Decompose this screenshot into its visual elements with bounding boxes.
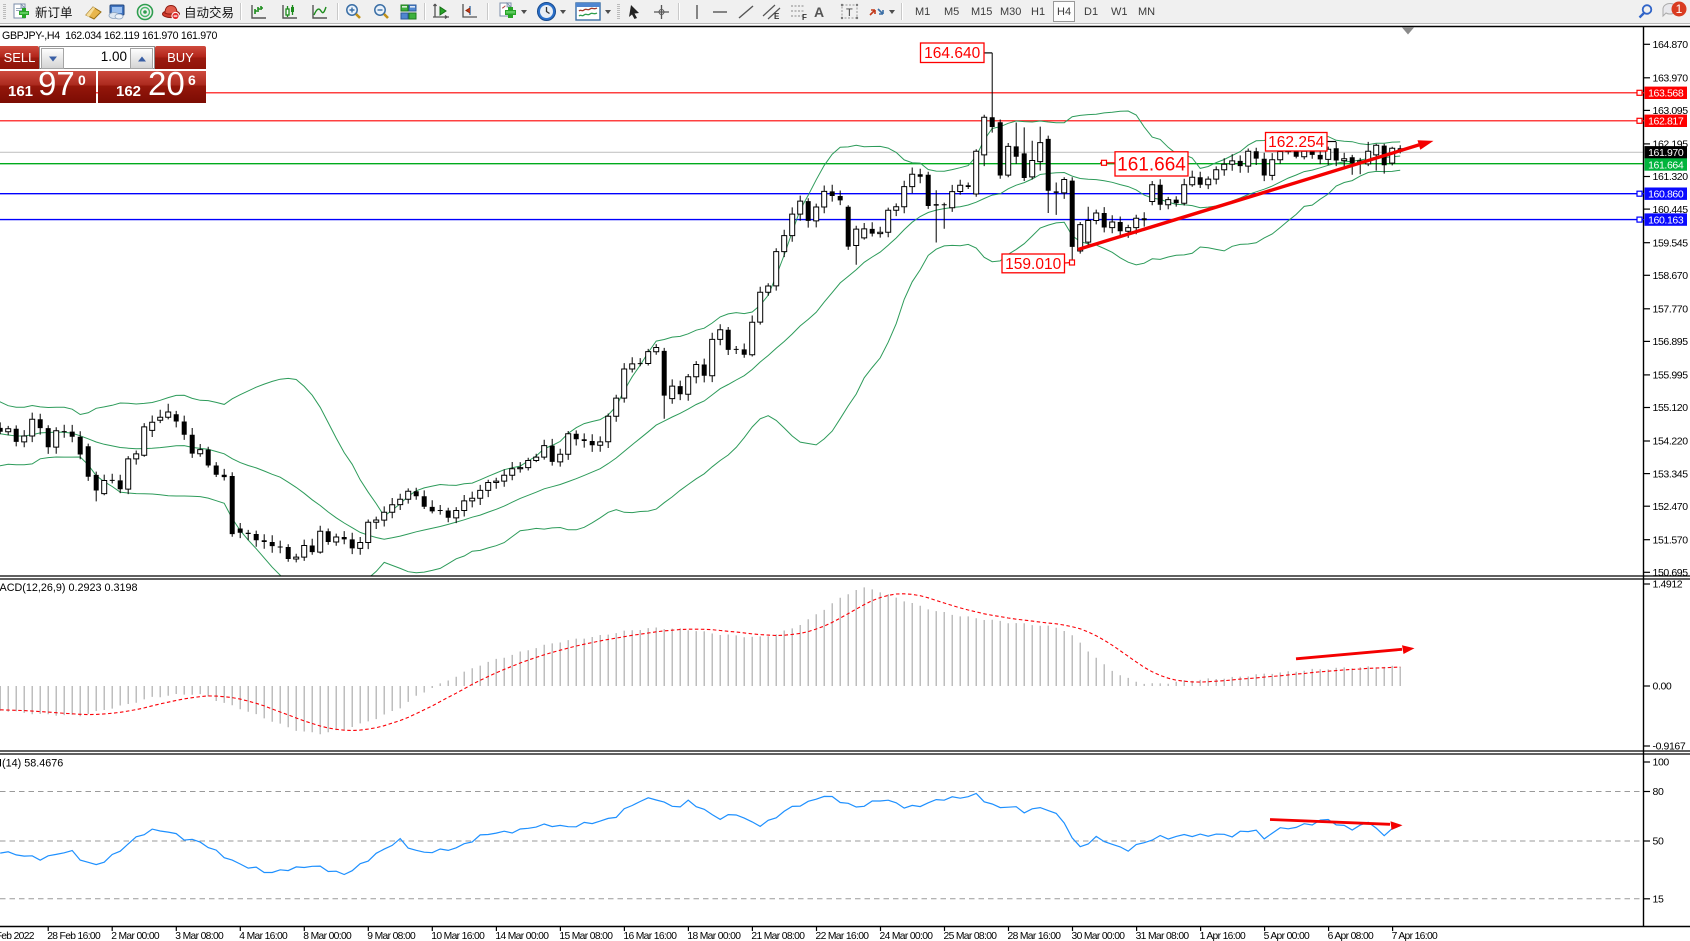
svg-text:22 Mar 16:00: 22 Mar 16:00	[816, 931, 870, 941]
svg-text:157.770: 157.770	[1653, 304, 1689, 316]
svg-text:155.120: 155.120	[1653, 402, 1689, 414]
svg-text:4 Mar 16:00: 4 Mar 16:00	[239, 931, 288, 941]
svg-text:1 Apr 16:00: 1 Apr 16:00	[1200, 931, 1246, 941]
svg-text:30 Mar 00:00: 30 Mar 00:00	[1072, 931, 1126, 941]
svg-text:24 Mar 00:00: 24 Mar 00:00	[880, 931, 934, 941]
svg-text:158.670: 158.670	[1653, 270, 1689, 282]
svg-text:152.470: 152.470	[1653, 501, 1689, 513]
svg-text:25 Mar 08:00: 25 Mar 08:00	[944, 931, 998, 941]
svg-text:6 Apr 08:00: 6 Apr 08:00	[1328, 931, 1374, 941]
svg-text:162.817: 162.817	[1648, 116, 1684, 128]
svg-text:159.010: 159.010	[1005, 256, 1061, 273]
svg-text:15: 15	[1653, 894, 1664, 906]
svg-text:15 Mar 08:00: 15 Mar 08:00	[559, 931, 613, 941]
svg-text:161.664: 161.664	[1648, 159, 1684, 171]
svg-text:28 Feb 16:00: 28 Feb 16:00	[47, 931, 101, 941]
svg-text:160.163: 160.163	[1648, 214, 1684, 226]
svg-text:8 Mar 00:00: 8 Mar 00:00	[303, 931, 352, 941]
svg-text:28 Mar 16:00: 28 Mar 16:00	[1008, 931, 1062, 941]
svg-text:F: F	[802, 13, 807, 21]
svg-text:3 Mar 08:00: 3 Mar 08:00	[175, 931, 224, 941]
svg-text:100: 100	[1653, 757, 1670, 769]
svg-text:E: E	[774, 12, 780, 21]
svg-text:7 Apr 16:00: 7 Apr 16:00	[1392, 931, 1438, 941]
svg-text:50: 50	[1653, 836, 1664, 848]
svg-text:163.970: 163.970	[1653, 73, 1689, 85]
svg-text:161.664: 161.664	[1117, 155, 1186, 176]
svg-text:25 Feb 2022: 25 Feb 2022	[0, 931, 35, 941]
svg-text:156.895: 156.895	[1653, 336, 1689, 348]
svg-text:18 Mar 00:00: 18 Mar 00:00	[687, 931, 741, 941]
svg-text:153.345: 153.345	[1653, 468, 1689, 480]
svg-text:163.095: 163.095	[1653, 105, 1689, 117]
svg-text:155.995: 155.995	[1653, 370, 1689, 382]
svg-text:RSI(14) 58.4676: RSI(14) 58.4676	[0, 758, 63, 770]
svg-text:162.254: 162.254	[1268, 134, 1324, 151]
svg-text:1: 1	[1676, 2, 1683, 16]
svg-text:14 Mar 00:00: 14 Mar 00:00	[495, 931, 549, 941]
svg-text:1.4912: 1.4912	[1653, 579, 1683, 591]
svg-text:161.970: 161.970	[1648, 147, 1684, 159]
svg-text:10 Mar 16:00: 10 Mar 16:00	[431, 931, 485, 941]
svg-text:160.860: 160.860	[1648, 189, 1684, 201]
svg-text:159.545: 159.545	[1653, 237, 1689, 249]
svg-text:MACD(12,26,9) 0.2923 0.3198: MACD(12,26,9) 0.2923 0.3198	[0, 582, 138, 594]
svg-text:5 Apr 00:00: 5 Apr 00:00	[1264, 931, 1310, 941]
svg-text:160.445: 160.445	[1653, 204, 1689, 216]
svg-text:164.870: 164.870	[1653, 39, 1689, 51]
svg-text:161.320: 161.320	[1653, 171, 1689, 183]
svg-text:21 Mar 08:00: 21 Mar 08:00	[751, 931, 805, 941]
svg-text:16 Mar 16:00: 16 Mar 16:00	[623, 931, 677, 941]
svg-text:154.220: 154.220	[1653, 436, 1689, 448]
svg-text:9 Mar 08:00: 9 Mar 08:00	[367, 931, 416, 941]
svg-text:164.640: 164.640	[924, 45, 980, 62]
svg-text:GBPJPY-,H4 162.034 162.119 16: GBPJPY-,H4 162.034 162.119 161.970 161.9…	[2, 30, 217, 42]
svg-text:163.568: 163.568	[1648, 88, 1684, 100]
svg-text:31 Mar 08:00: 31 Mar 08:00	[1136, 931, 1190, 941]
svg-text:T: T	[846, 7, 853, 19]
svg-text:-0.9167: -0.9167	[1653, 741, 1686, 753]
svg-text:0.00: 0.00	[1653, 681, 1672, 693]
svg-text:2 Mar 00:00: 2 Mar 00:00	[111, 931, 160, 941]
svg-text:80: 80	[1653, 786, 1664, 798]
svg-text:151.570: 151.570	[1653, 534, 1689, 546]
svg-text:150.695: 150.695	[1653, 567, 1689, 579]
